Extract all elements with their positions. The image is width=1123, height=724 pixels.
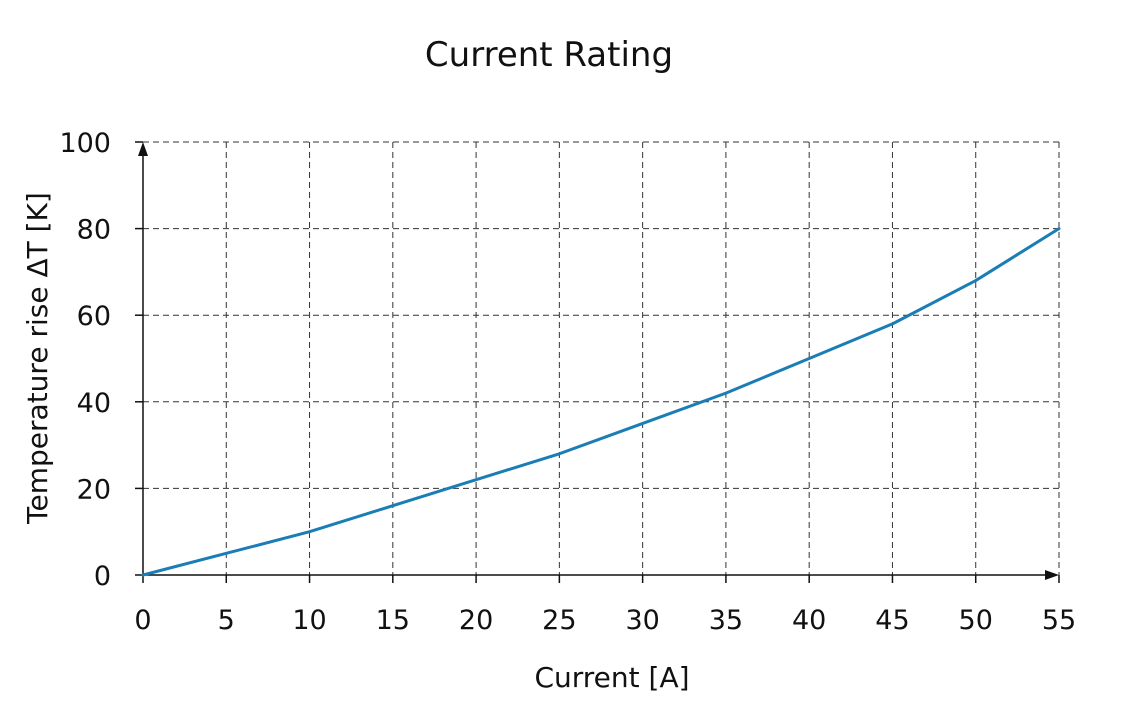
x-tick-label: 25: [542, 605, 576, 636]
x-tick-label: 55: [1042, 605, 1076, 636]
x-tick-label: 50: [959, 605, 993, 636]
x-axis-arrow: [1045, 570, 1059, 580]
y-tick-label: 0: [94, 561, 111, 592]
series-line: [141, 227, 1061, 577]
series-layer: [141, 227, 1061, 577]
x-tick-label: 10: [292, 605, 326, 636]
y-axis-arrow: [138, 142, 148, 156]
y-tick-label: 20: [77, 474, 111, 505]
x-tick-label: 30: [625, 605, 659, 636]
y-tick-label: 80: [77, 215, 111, 246]
ticks-layer: 0 5 10 15 20 25 30 35 40 45 50 55 0 20 40 60 80 100: [59, 128, 1076, 636]
x-tick-label: 40: [792, 605, 826, 636]
x-tick-label: 35: [709, 605, 743, 636]
x-tick-label: 15: [376, 605, 410, 636]
x-axis-title: Current [A]: [534, 661, 689, 694]
x-tick-label: 20: [459, 605, 493, 636]
x-tick-label: 45: [875, 605, 909, 636]
x-tick-label: 5: [218, 605, 235, 636]
chart-title: Current Rating: [425, 35, 673, 75]
y-tick-label: 40: [77, 388, 111, 419]
y-tick-label: 100: [59, 128, 111, 159]
y-tick-label: 60: [77, 301, 111, 332]
grid-layer: [143, 141, 1060, 575]
axes-layer: [138, 142, 1059, 580]
x-tick-label: 0: [134, 605, 151, 636]
y-axis-title: Temperature rise ΔT [K]: [21, 192, 54, 525]
